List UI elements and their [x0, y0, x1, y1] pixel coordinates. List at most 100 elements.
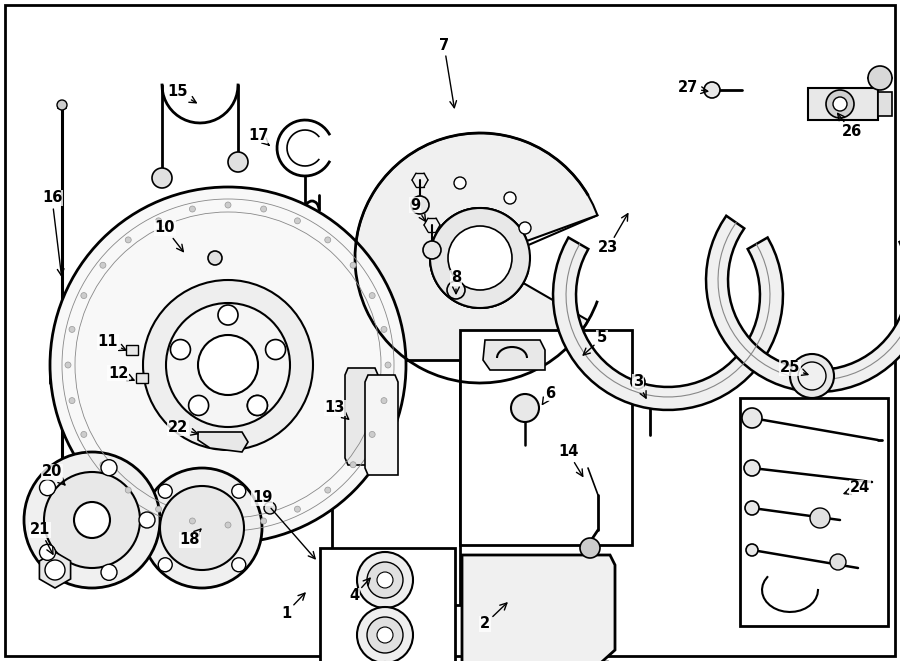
- Circle shape: [790, 354, 834, 398]
- Circle shape: [24, 452, 160, 588]
- Circle shape: [798, 362, 826, 390]
- Circle shape: [101, 564, 117, 580]
- Circle shape: [744, 460, 760, 476]
- Polygon shape: [345, 368, 378, 465]
- Circle shape: [100, 462, 106, 468]
- Circle shape: [198, 335, 258, 395]
- Circle shape: [139, 512, 155, 528]
- Circle shape: [69, 327, 75, 332]
- Circle shape: [264, 502, 276, 514]
- Circle shape: [248, 395, 267, 416]
- Circle shape: [40, 544, 56, 561]
- Polygon shape: [356, 133, 598, 383]
- Text: 16: 16: [41, 190, 64, 276]
- Circle shape: [50, 187, 406, 543]
- Circle shape: [266, 340, 285, 360]
- Circle shape: [152, 168, 172, 188]
- Circle shape: [746, 544, 758, 556]
- Polygon shape: [198, 432, 248, 452]
- Circle shape: [44, 472, 140, 568]
- Circle shape: [357, 607, 413, 661]
- Circle shape: [350, 262, 356, 268]
- Circle shape: [830, 554, 846, 570]
- Circle shape: [742, 408, 762, 428]
- Circle shape: [189, 395, 209, 416]
- Circle shape: [381, 327, 387, 332]
- Circle shape: [833, 97, 847, 111]
- Text: 3: 3: [633, 375, 646, 398]
- Circle shape: [143, 280, 313, 450]
- Circle shape: [158, 558, 172, 572]
- Circle shape: [826, 90, 854, 118]
- Polygon shape: [365, 375, 398, 475]
- Text: 12: 12: [108, 366, 134, 381]
- Circle shape: [367, 562, 403, 598]
- Text: 24: 24: [844, 481, 870, 496]
- Polygon shape: [483, 340, 545, 370]
- Text: 11: 11: [98, 334, 126, 350]
- Circle shape: [228, 152, 248, 172]
- Text: 26: 26: [838, 114, 862, 139]
- Circle shape: [411, 196, 429, 214]
- Circle shape: [369, 293, 375, 299]
- Circle shape: [810, 508, 830, 528]
- Circle shape: [369, 432, 375, 438]
- Text: 18: 18: [180, 529, 201, 547]
- Circle shape: [745, 501, 759, 515]
- Circle shape: [248, 395, 267, 416]
- Text: 19: 19: [252, 490, 315, 559]
- Circle shape: [325, 237, 331, 243]
- Circle shape: [125, 487, 131, 493]
- Circle shape: [504, 192, 516, 204]
- Polygon shape: [40, 552, 70, 588]
- Bar: [878, 92, 892, 116]
- Circle shape: [377, 572, 393, 588]
- Text: 27: 27: [678, 81, 707, 95]
- Text: 14: 14: [558, 444, 583, 477]
- Circle shape: [170, 340, 191, 360]
- Circle shape: [57, 538, 67, 548]
- Circle shape: [294, 218, 301, 224]
- Polygon shape: [462, 555, 615, 661]
- Circle shape: [218, 305, 238, 325]
- Circle shape: [423, 241, 441, 259]
- Text: 5: 5: [583, 330, 608, 355]
- Circle shape: [447, 281, 465, 299]
- Circle shape: [225, 202, 231, 208]
- Circle shape: [631, 375, 645, 389]
- Circle shape: [189, 206, 195, 212]
- Text: 17: 17: [248, 128, 269, 145]
- Circle shape: [81, 293, 86, 299]
- Circle shape: [225, 522, 231, 528]
- Circle shape: [868, 66, 892, 90]
- Circle shape: [101, 459, 117, 476]
- Circle shape: [40, 480, 56, 496]
- Circle shape: [367, 617, 403, 653]
- Circle shape: [519, 222, 531, 234]
- Text: 1: 1: [281, 593, 305, 621]
- Bar: [320, 548, 455, 661]
- Text: 25: 25: [779, 360, 808, 375]
- Circle shape: [81, 432, 86, 438]
- Circle shape: [232, 485, 246, 498]
- Bar: [126, 345, 138, 355]
- Polygon shape: [706, 215, 900, 392]
- Circle shape: [385, 362, 391, 368]
- Circle shape: [350, 462, 356, 468]
- Circle shape: [125, 237, 131, 243]
- Circle shape: [325, 487, 331, 493]
- Text: 23: 23: [598, 214, 628, 256]
- Bar: [332, 360, 460, 605]
- Circle shape: [448, 226, 512, 290]
- Circle shape: [142, 468, 262, 588]
- Circle shape: [430, 208, 530, 308]
- Text: 22: 22: [168, 420, 198, 436]
- Circle shape: [189, 518, 195, 524]
- Circle shape: [57, 100, 67, 110]
- Circle shape: [704, 82, 720, 98]
- Circle shape: [65, 362, 71, 368]
- Circle shape: [158, 485, 172, 498]
- Bar: [808, 88, 878, 120]
- Text: 8: 8: [451, 270, 461, 293]
- Circle shape: [156, 218, 162, 224]
